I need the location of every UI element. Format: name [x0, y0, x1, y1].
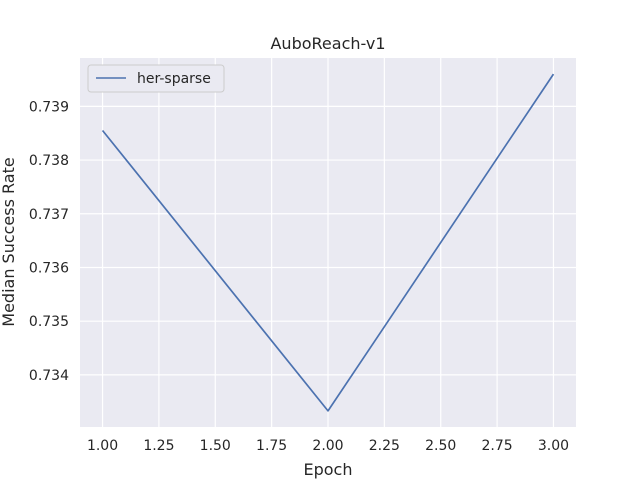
x-tick-label: 1.75: [256, 438, 287, 454]
x-tick-label: 2.25: [369, 438, 400, 454]
legend: her-sparse: [87, 64, 225, 93]
series-layer: [101, 73, 555, 412]
y-axis-label: Median Success Rate: [0, 157, 18, 326]
y-tick-label: 0.738: [29, 153, 69, 169]
y-tick-label: 0.737: [29, 207, 69, 223]
y-tick-label: 0.734: [29, 368, 69, 384]
legend-box: [87, 64, 225, 93]
x-tick-label: 1.25: [143, 438, 174, 454]
x-tick-labels: 1.00 1.25 1.50 1.75 2.00 2.25 2.50 2.75 3.00: [87, 438, 569, 454]
x-tick-label: 2.50: [425, 438, 456, 454]
x-tick-label: 1.00: [87, 438, 118, 454]
legend-label-her-sparse: her-sparse: [137, 71, 211, 87]
y-tick-label: 0.736: [29, 260, 69, 276]
x-tick-label: 2.00: [312, 438, 343, 454]
x-axis-label: Epoch: [304, 460, 353, 479]
x-tick-label: 1.50: [200, 438, 231, 454]
y-tick-label: 0.735: [29, 314, 69, 330]
x-tick-label: 2.75: [482, 438, 513, 454]
x-tick-label: 3.00: [538, 438, 569, 454]
series-line-her-sparse: [101, 73, 555, 412]
y-tick-label: 0.739: [29, 99, 69, 115]
y-tick-labels: 0.734 0.735 0.736 0.737 0.738 0.739: [29, 99, 69, 384]
chart-title: AuboReach-v1: [270, 34, 385, 53]
